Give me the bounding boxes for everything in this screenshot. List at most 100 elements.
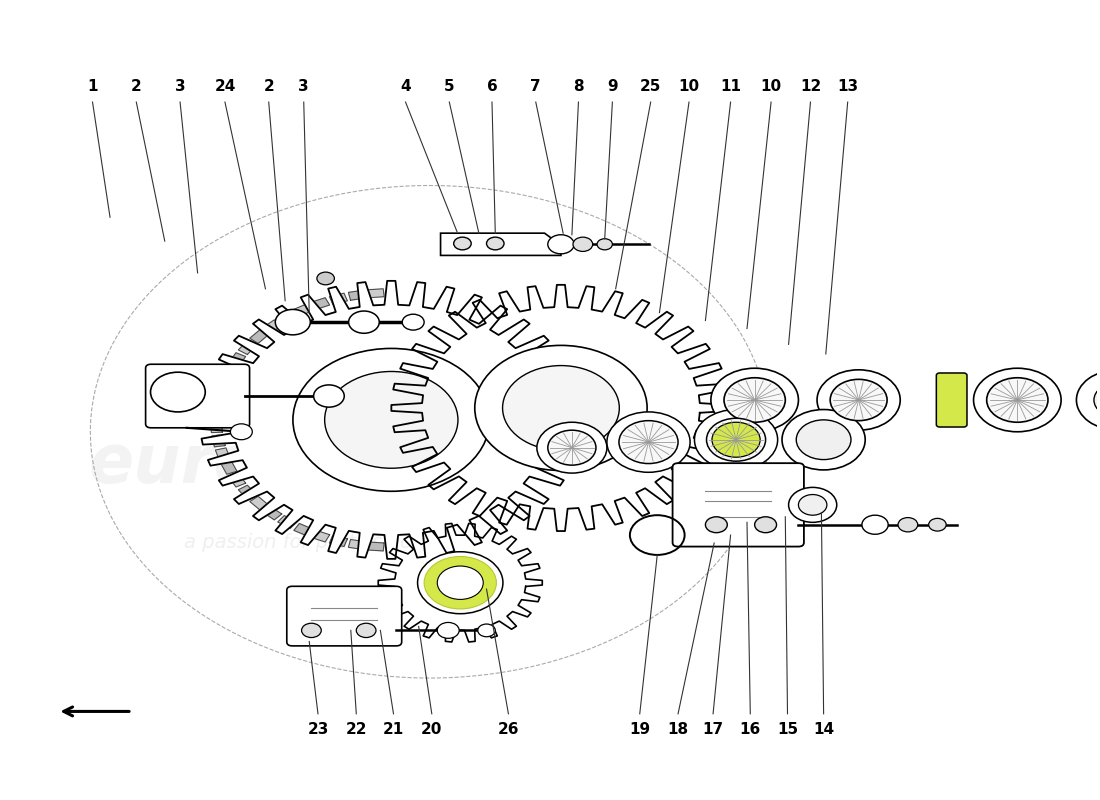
Polygon shape xyxy=(210,421,222,433)
Circle shape xyxy=(694,410,778,470)
Polygon shape xyxy=(392,285,730,531)
Circle shape xyxy=(607,412,690,472)
Text: 24: 24 xyxy=(214,78,235,94)
Circle shape xyxy=(293,349,490,491)
Text: 4: 4 xyxy=(400,78,410,94)
Polygon shape xyxy=(370,305,386,314)
Text: 9: 9 xyxy=(607,78,618,94)
Polygon shape xyxy=(278,515,297,529)
Circle shape xyxy=(275,310,310,335)
Polygon shape xyxy=(278,495,297,508)
Text: 21: 21 xyxy=(383,722,404,737)
Text: 7: 7 xyxy=(530,78,541,94)
Text: 10: 10 xyxy=(760,78,782,94)
Circle shape xyxy=(349,311,379,334)
Polygon shape xyxy=(336,308,354,319)
Circle shape xyxy=(477,624,495,637)
Polygon shape xyxy=(353,524,370,534)
Polygon shape xyxy=(250,496,268,510)
Polygon shape xyxy=(210,407,222,418)
Circle shape xyxy=(974,368,1062,432)
Polygon shape xyxy=(239,341,256,354)
Circle shape xyxy=(898,518,917,532)
Polygon shape xyxy=(241,371,257,385)
Circle shape xyxy=(537,422,607,473)
Text: 10: 10 xyxy=(679,78,700,94)
Circle shape xyxy=(789,487,837,522)
Polygon shape xyxy=(221,366,236,379)
Text: 1: 1 xyxy=(87,78,98,94)
Circle shape xyxy=(782,410,866,470)
Text: 23: 23 xyxy=(307,722,329,737)
Polygon shape xyxy=(349,539,365,550)
Polygon shape xyxy=(229,474,245,487)
Circle shape xyxy=(314,385,344,407)
Text: a passion for parts since 1985: a passion for parts since 1985 xyxy=(184,534,478,553)
Polygon shape xyxy=(216,448,230,461)
Text: 2: 2 xyxy=(263,78,274,94)
Circle shape xyxy=(486,237,504,250)
Polygon shape xyxy=(266,486,285,499)
Polygon shape xyxy=(212,393,226,405)
Circle shape xyxy=(817,370,900,430)
Circle shape xyxy=(438,622,459,638)
Circle shape xyxy=(755,517,777,533)
Polygon shape xyxy=(320,312,339,324)
FancyBboxPatch shape xyxy=(936,373,967,427)
Circle shape xyxy=(151,372,206,412)
Circle shape xyxy=(711,368,799,432)
Polygon shape xyxy=(278,331,297,345)
Polygon shape xyxy=(441,233,561,255)
Circle shape xyxy=(1093,382,1100,418)
Circle shape xyxy=(799,494,827,515)
Circle shape xyxy=(1077,370,1100,430)
Polygon shape xyxy=(320,516,339,527)
Text: 5: 5 xyxy=(444,78,454,94)
Circle shape xyxy=(324,371,458,468)
Polygon shape xyxy=(367,542,384,551)
FancyBboxPatch shape xyxy=(287,586,402,646)
Polygon shape xyxy=(353,306,370,316)
Circle shape xyxy=(418,552,503,614)
Polygon shape xyxy=(233,395,246,408)
Text: eurocarparts: eurocarparts xyxy=(88,430,574,497)
Polygon shape xyxy=(290,502,309,516)
Polygon shape xyxy=(311,298,330,310)
Circle shape xyxy=(712,422,760,457)
Polygon shape xyxy=(336,521,354,531)
Text: 13: 13 xyxy=(837,78,858,94)
Polygon shape xyxy=(256,476,274,490)
Polygon shape xyxy=(349,290,365,300)
Text: 25: 25 xyxy=(640,78,661,94)
Circle shape xyxy=(597,238,613,250)
Polygon shape xyxy=(200,281,583,559)
Text: 6: 6 xyxy=(486,78,497,94)
Circle shape xyxy=(301,623,321,638)
Circle shape xyxy=(548,234,574,254)
Text: 11: 11 xyxy=(720,78,741,94)
Text: 26: 26 xyxy=(497,722,519,737)
Polygon shape xyxy=(263,506,282,520)
Circle shape xyxy=(503,366,619,450)
Polygon shape xyxy=(294,304,312,316)
Text: 2: 2 xyxy=(131,78,142,94)
Circle shape xyxy=(987,378,1048,422)
Polygon shape xyxy=(305,510,323,522)
Polygon shape xyxy=(367,289,384,298)
Circle shape xyxy=(724,378,785,422)
Polygon shape xyxy=(239,486,256,499)
Text: 16: 16 xyxy=(739,722,761,737)
Polygon shape xyxy=(329,535,348,546)
Text: 18: 18 xyxy=(668,722,689,737)
Polygon shape xyxy=(305,318,323,330)
Polygon shape xyxy=(248,466,265,479)
Circle shape xyxy=(438,566,483,599)
Text: 3: 3 xyxy=(298,78,309,94)
Circle shape xyxy=(706,418,766,461)
Circle shape xyxy=(705,517,727,533)
Circle shape xyxy=(356,623,376,638)
Polygon shape xyxy=(212,434,226,447)
Polygon shape xyxy=(229,353,245,366)
Circle shape xyxy=(475,346,647,470)
Circle shape xyxy=(862,515,888,534)
